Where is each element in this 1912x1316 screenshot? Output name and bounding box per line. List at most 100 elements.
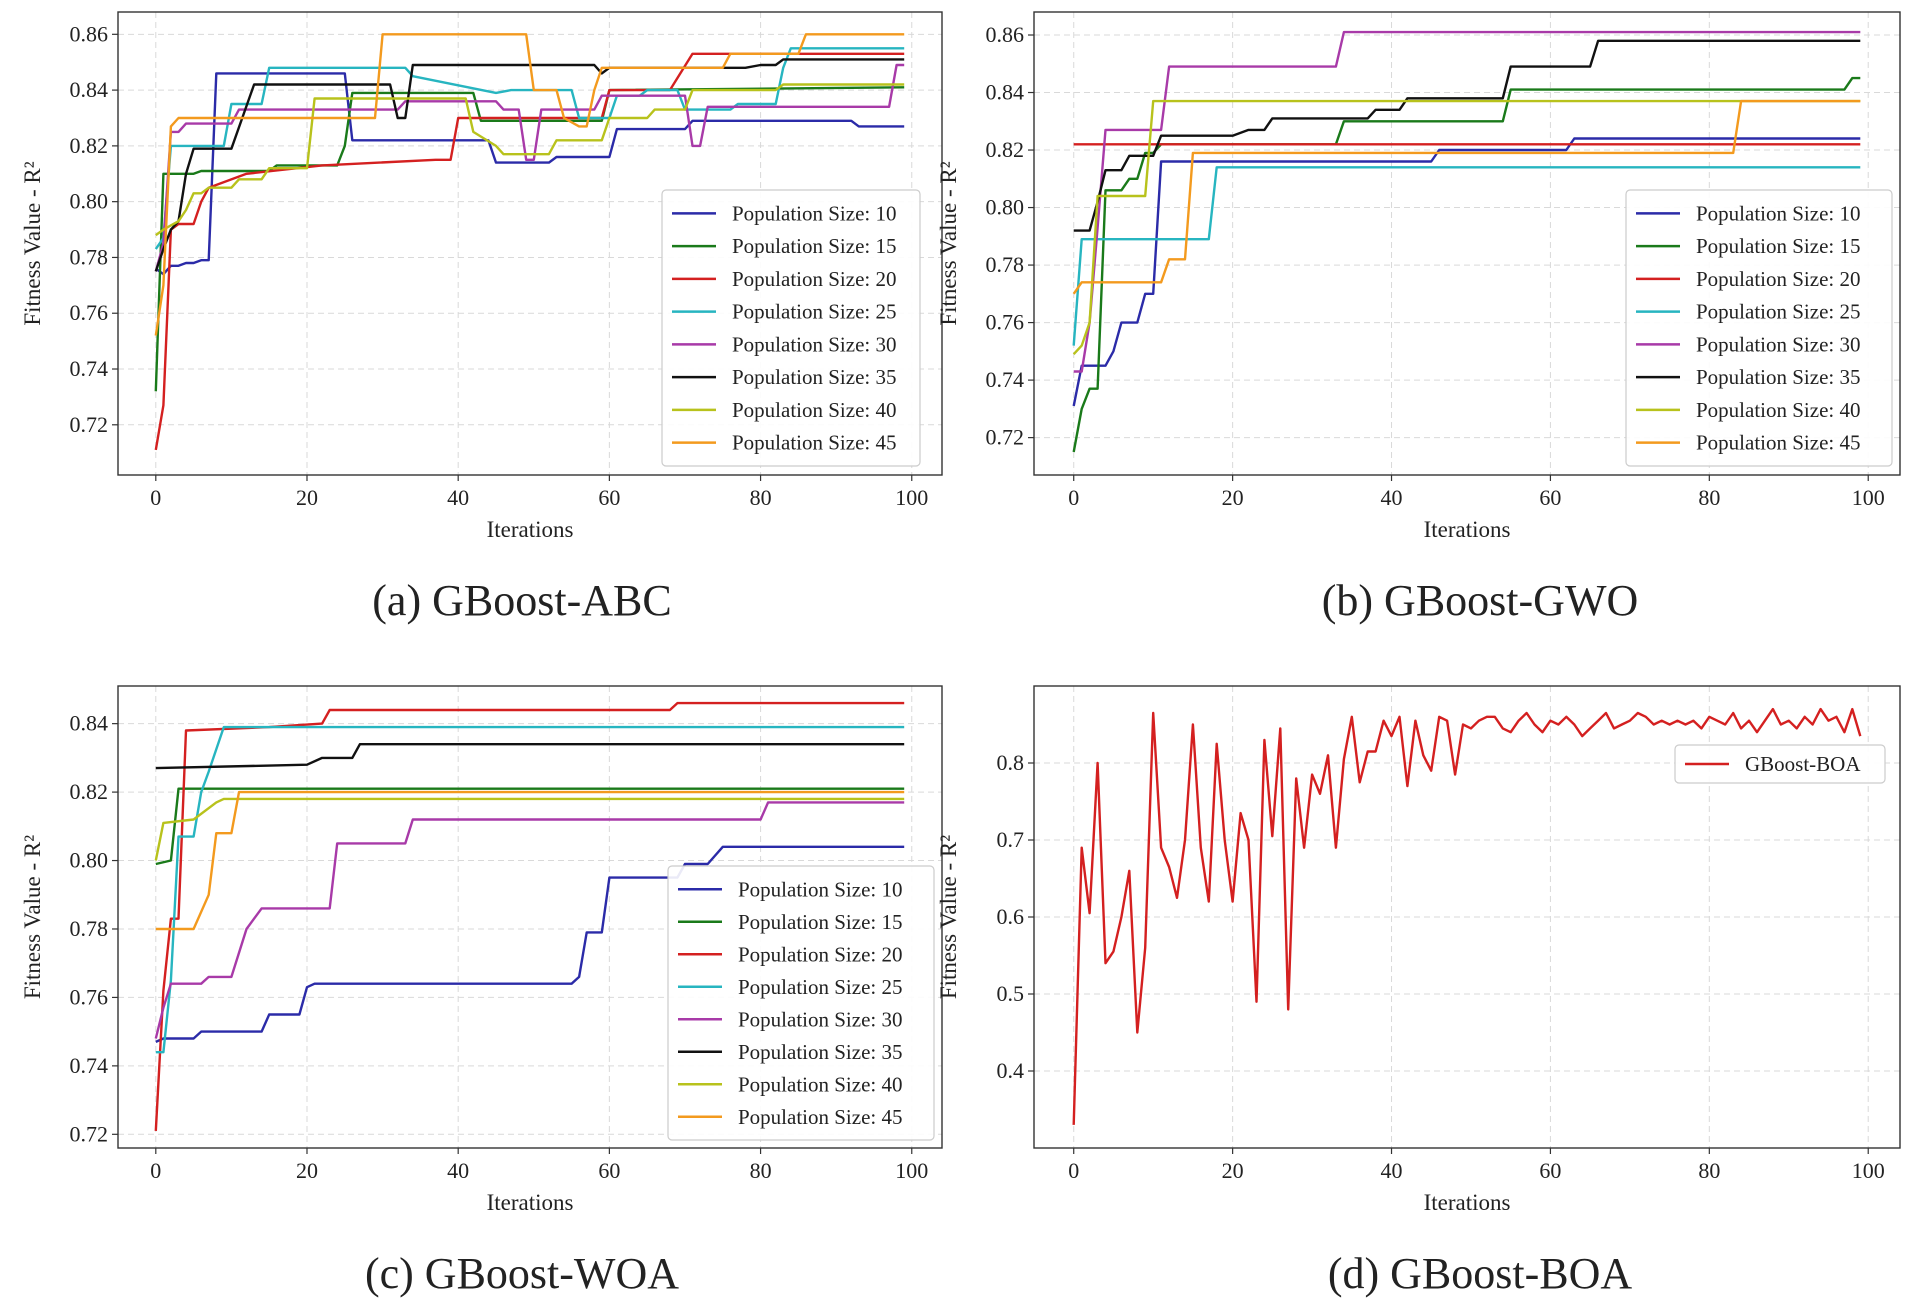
y-axis-label: Fitness Value - R² — [20, 161, 45, 325]
x-tick-label: 0 — [1068, 485, 1079, 510]
legend-entry-label: Population Size: 30 — [732, 332, 897, 356]
x-tick-label: 80 — [1698, 485, 1720, 510]
legend-entry-label: Population Size: 45 — [732, 431, 897, 455]
x-tick-label: 40 — [1381, 1158, 1403, 1183]
legend-entry-label: Population Size: 20 — [738, 942, 903, 966]
x-axis-label: Iterations — [487, 517, 574, 542]
legend-entry-label: Population Size: 10 — [732, 201, 897, 225]
series-line-3 — [154, 47, 905, 250]
y-axis-label: Fitness Value - R² — [936, 161, 961, 325]
series-line-4 — [154, 801, 905, 1039]
plot-frame — [117, 685, 943, 1149]
x-axis-label: Iterations — [487, 1190, 574, 1215]
legend: Population Size: 10 Population Size: 15 Po… — [661, 189, 921, 467]
y-tick-label: 0.4 — [997, 1058, 1025, 1083]
y-tick-label: 0.7 — [997, 827, 1025, 852]
series-line-6 — [155, 83, 905, 237]
chart-2: 0 20 40 60 80 100 0.72 0.74 0.76 0.78 0.80 0.82 0.84… — [20, 685, 943, 1298]
x-axis-label: Iterations — [1424, 517, 1511, 542]
series-line-0 — [155, 845, 905, 1043]
x-tick-label: 40 — [447, 485, 469, 510]
series-line-7 — [155, 790, 905, 931]
y-tick-label: 0.72 — [70, 412, 109, 437]
legend-entry-label: Population Size: 35 — [1696, 365, 1861, 389]
legend-entry-label: Population Size: 15 — [1696, 234, 1861, 258]
series-line-7 — [154, 33, 905, 336]
series-line-5 — [154, 58, 905, 272]
x-tick-label: 20 — [1222, 485, 1244, 510]
y-tick-label: 0.80 — [70, 848, 109, 873]
y-tick-label: 0.76 — [70, 300, 109, 325]
x-tick-label: 20 — [296, 485, 318, 510]
x-tick-label: 60 — [598, 485, 620, 510]
x-tick-label: 100 — [895, 485, 928, 510]
y-axis-label: Fitness Value - R² — [936, 835, 961, 999]
y-tick-label: 0.82 — [70, 133, 109, 158]
x-tick-label: 100 — [1852, 1158, 1885, 1183]
x-tick-label: 40 — [1381, 485, 1403, 510]
series-line-7 — [1072, 99, 1861, 295]
series-line-1 — [155, 787, 905, 866]
series-line-5 — [1073, 39, 1861, 232]
y-tick-label: 0.80 — [70, 189, 109, 214]
y-tick-label: 0.6 — [997, 904, 1025, 929]
series-line-1 — [154, 86, 905, 392]
legend-box — [667, 865, 935, 1141]
y-tick-label: 0.86 — [986, 22, 1025, 47]
y-tick-label: 0.5 — [997, 981, 1025, 1006]
chart-0: 0 20 40 60 80 100 0.72 0.74 0.76 0.78 0.80 0.82 0.84… — [20, 11, 943, 625]
x-tick-label: 0 — [1068, 1158, 1079, 1183]
y-tick-label: 0.8 — [997, 750, 1025, 775]
panel-caption: (b) GBoost-GWO — [1322, 576, 1639, 625]
y-tick-label: 0.82 — [986, 137, 1025, 162]
y-tick-label: 0.86 — [70, 21, 109, 46]
series-line-5 — [155, 743, 905, 770]
series-line-2 — [154, 52, 905, 451]
series-line-0 — [1072, 707, 1862, 1125]
legend-entry-label: Population Size: 15 — [738, 910, 903, 934]
series-line-3 — [1072, 166, 1861, 346]
x-tick-label: 60 — [598, 1158, 620, 1183]
y-axis-label: Fitness Value - R² — [20, 835, 45, 999]
legend-box — [661, 189, 921, 467]
x-tick-label: 80 — [1698, 1158, 1720, 1183]
legend-entry-label: Population Size: 35 — [738, 1040, 903, 1064]
legend-entry-label: Population Size: 25 — [1696, 300, 1861, 324]
series-line-6 — [1072, 99, 1861, 356]
legend-box — [1625, 189, 1893, 467]
x-tick-label: 40 — [447, 1158, 469, 1183]
legend-entry-label: Population Size: 30 — [738, 1007, 903, 1031]
legend-entry-label: Population Size: 10 — [738, 877, 903, 901]
y-tick-label: 0.72 — [70, 1121, 109, 1146]
y-tick-label: 0.72 — [986, 425, 1025, 450]
legend-entry-label: Population Size: 40 — [1696, 398, 1861, 422]
x-tick-label: 20 — [1222, 1158, 1244, 1183]
legend-entry-label: GBoost-BOA — [1745, 752, 1861, 776]
y-tick-label: 0.84 — [70, 77, 109, 102]
y-tick-label: 0.84 — [986, 80, 1025, 105]
series-line-3 — [155, 725, 905, 1054]
legend-box — [1674, 744, 1886, 784]
legend-entry-label: Population Size: 45 — [738, 1105, 903, 1129]
y-tick-label: 0.82 — [70, 779, 109, 804]
y-tick-label: 0.80 — [986, 195, 1025, 220]
y-tick-label: 0.74 — [70, 1053, 109, 1078]
legend: Population Size: 10 Population Size: 15 Po… — [1625, 189, 1893, 467]
x-tick-label: 20 — [296, 1158, 318, 1183]
legend-entry-label: Population Size: 20 — [732, 267, 897, 291]
panel-caption: (c) GBoost-WOA — [365, 1249, 679, 1298]
y-tick-label: 0.78 — [70, 916, 109, 941]
y-tick-label: 0.78 — [986, 252, 1025, 277]
series-line-4 — [1073, 30, 1861, 373]
x-tick-label: 100 — [1852, 485, 1885, 510]
x-tick-label: 60 — [1539, 485, 1561, 510]
legend-entry-label: Population Size: 45 — [1696, 431, 1861, 455]
panel-caption: (d) GBoost-BOA — [1328, 1249, 1633, 1298]
x-tick-label: 80 — [750, 485, 772, 510]
plot-frame — [1033, 11, 1901, 476]
chart-3: 0 20 40 60 80 100 0.4 0.5 0.6 0.7 0.8 Iterations Fit… — [936, 685, 1901, 1298]
y-tick-label: 0.76 — [986, 310, 1025, 335]
series-line-4 — [154, 63, 905, 272]
legend-entry-label: Population Size: 35 — [732, 365, 897, 389]
